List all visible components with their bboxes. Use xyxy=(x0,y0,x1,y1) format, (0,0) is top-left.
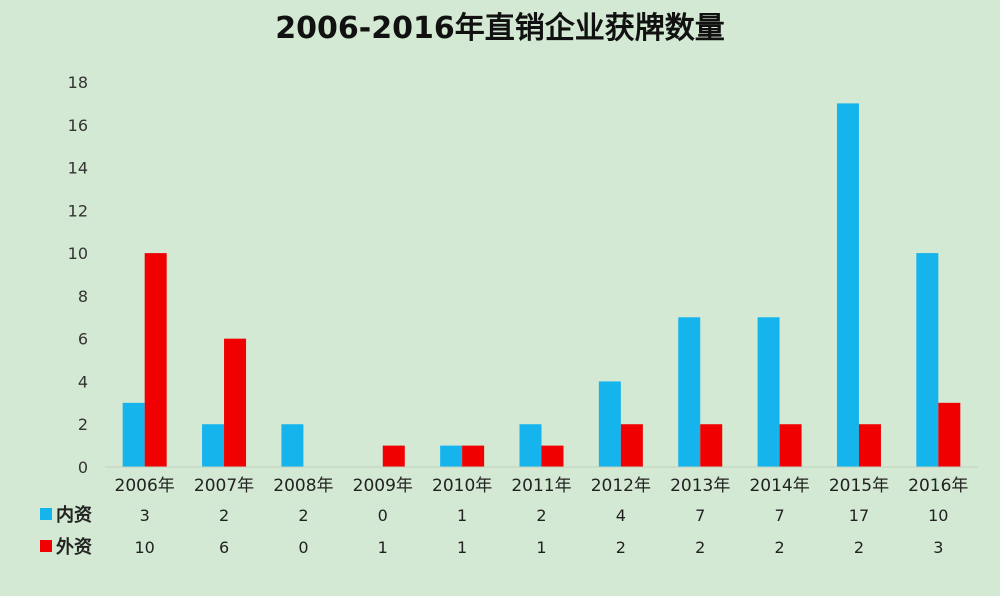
table-value: 2 xyxy=(219,506,229,525)
legend-swatch xyxy=(40,508,52,520)
table-value: 4 xyxy=(616,506,626,525)
table-value: 10 xyxy=(928,506,948,525)
x-tick-label: 2008年 xyxy=(273,476,333,496)
bar-foreign xyxy=(779,424,802,467)
table-value: 1 xyxy=(536,538,546,557)
table-value: 1 xyxy=(457,538,467,557)
x-tick-label: 2011年 xyxy=(511,476,571,496)
table-value: 2 xyxy=(298,506,308,525)
bar-domestic xyxy=(202,424,225,467)
x-tick-label: 2010年 xyxy=(432,476,492,496)
table-value: 2 xyxy=(695,538,705,557)
y-tick-label: 18 xyxy=(68,73,88,92)
y-tick-label: 2 xyxy=(78,415,88,434)
bar-foreign xyxy=(858,424,881,467)
data-table: 内资 3 2 2 0 1 2 4 7 7 17 10 外资 10 6 0 1 1 1 2 2 2 2 3 xyxy=(40,504,948,558)
table-value: 0 xyxy=(298,538,308,557)
bar-domestic xyxy=(122,402,145,467)
legend-label: 外资 xyxy=(56,536,92,558)
y-tick-label: 16 xyxy=(68,116,88,135)
y-tick-label: 10 xyxy=(68,244,88,263)
x-tick-label: 2016年 xyxy=(908,476,968,496)
y-tick-label: 0 xyxy=(78,458,88,477)
table-value: 3 xyxy=(933,538,943,557)
table-value: 2 xyxy=(536,506,546,525)
bar-domestic xyxy=(916,253,939,467)
table-value: 2 xyxy=(774,538,784,557)
table-value: 7 xyxy=(774,506,784,525)
table-value: 6 xyxy=(219,538,229,557)
y-tick-label: 6 xyxy=(78,330,88,349)
bar-domestic xyxy=(757,317,780,467)
bar-domestic xyxy=(281,424,304,467)
bar-foreign xyxy=(382,445,405,467)
bar-domestic xyxy=(598,381,621,467)
x-axis: 2006年 2007年 2008年 2009年 2010年 2011年 2012年 2013年… xyxy=(105,466,978,496)
bar-foreign xyxy=(462,445,485,467)
table-value: 3 xyxy=(140,506,150,525)
chart-title: 2006-2016年直销企业获牌数量 xyxy=(275,11,724,46)
table-value: 2 xyxy=(616,538,626,557)
y-axis: 0 2 4 6 8 10 12 14 16 18 xyxy=(68,73,88,477)
bar-foreign xyxy=(620,424,643,467)
bar-foreign xyxy=(224,338,247,467)
bars xyxy=(122,103,961,467)
table-value: 17 xyxy=(849,506,869,525)
x-tick-label: 2013年 xyxy=(670,476,730,496)
bar-domestic xyxy=(678,317,701,467)
x-tick-label: 2012年 xyxy=(591,476,651,496)
y-tick-label: 12 xyxy=(68,201,88,220)
bar-domestic xyxy=(836,103,859,467)
x-tick-label: 2006年 xyxy=(115,476,175,496)
y-tick-label: 4 xyxy=(78,372,88,391)
x-tick-label: 2009年 xyxy=(353,476,413,496)
legend-label: 内资 xyxy=(56,504,92,526)
bar-domestic xyxy=(519,424,542,467)
bar-foreign xyxy=(144,253,167,467)
legend-swatch xyxy=(40,540,52,552)
table-value: 1 xyxy=(378,538,388,557)
x-tick-label: 2007年 xyxy=(194,476,254,496)
x-tick-label: 2015年 xyxy=(829,476,889,496)
table-value: 2 xyxy=(854,538,864,557)
bar-domestic xyxy=(440,445,463,467)
bar-foreign xyxy=(700,424,723,467)
y-tick-label: 14 xyxy=(68,159,88,178)
x-tick-label: 2014年 xyxy=(749,476,809,496)
table-value: 7 xyxy=(695,506,705,525)
y-tick-label: 8 xyxy=(78,287,88,306)
bar-foreign xyxy=(541,445,564,467)
table-value: 0 xyxy=(378,506,388,525)
table-value: 1 xyxy=(457,506,467,525)
table-value: 10 xyxy=(135,538,155,557)
bar-foreign xyxy=(938,402,961,467)
